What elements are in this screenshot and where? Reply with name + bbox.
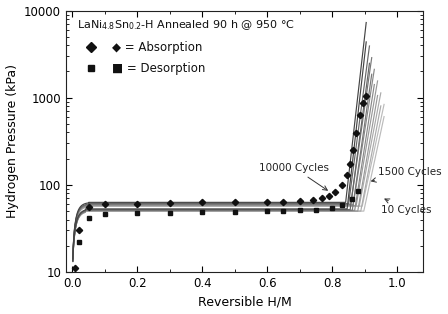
Y-axis label: Hydrogen Pressure (kPa): Hydrogen Pressure (kPa) <box>5 64 18 218</box>
Text: LaNi$_{4.8}$Sn$_{0.2}$-H Annealed 90 h @ 950 °C: LaNi$_{4.8}$Sn$_{0.2}$-H Annealed 90 h @… <box>77 19 294 32</box>
Text: ■ = Desorption: ■ = Desorption <box>112 62 206 74</box>
Text: 10000 Cycles: 10000 Cycles <box>259 163 329 190</box>
Text: 1500 Cycles: 1500 Cycles <box>371 167 441 182</box>
Text: ◆ = Absorption: ◆ = Absorption <box>112 41 203 54</box>
Text: 10 Cycles: 10 Cycles <box>381 199 432 215</box>
X-axis label: Reversible H/M: Reversible H/M <box>198 295 291 308</box>
